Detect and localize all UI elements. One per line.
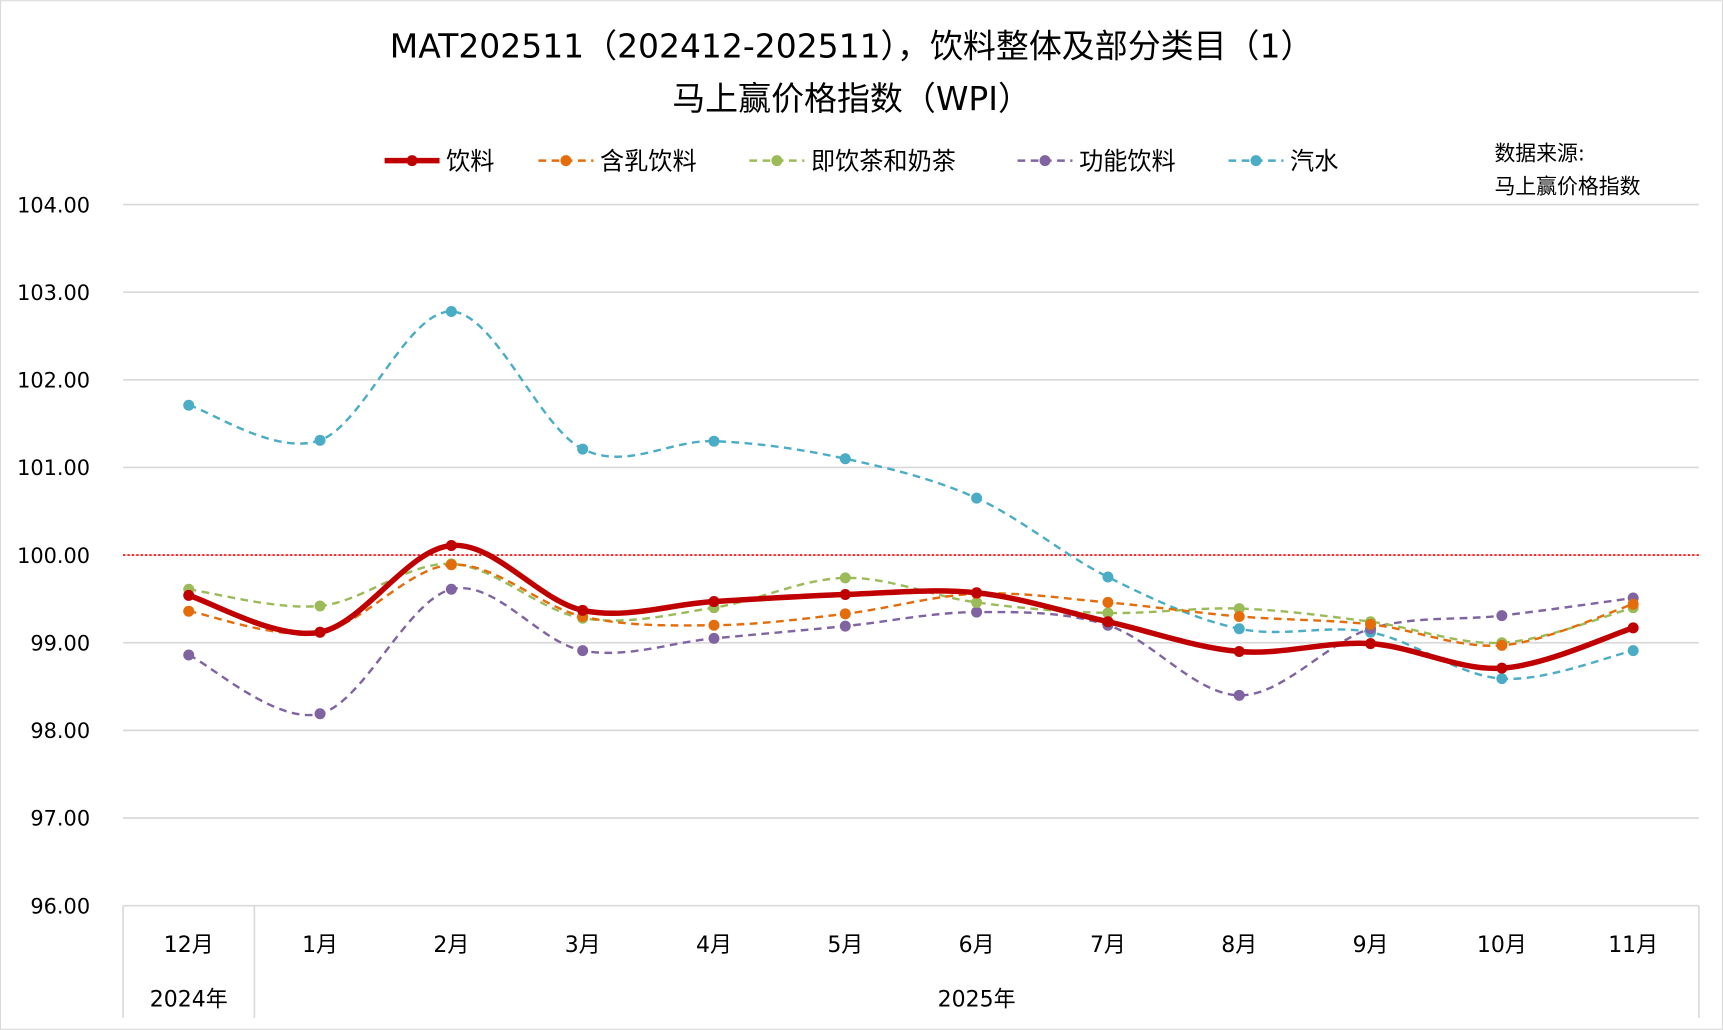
x-tick-label: 2月: [433, 933, 469, 958]
data-point: [183, 399, 195, 411]
x-tick-label: 9月: [1353, 933, 1389, 958]
x-tick-label: 4月: [696, 933, 732, 958]
y-tick-label: 104.00: [17, 193, 90, 217]
series-line: [187, 542, 1634, 672]
source-note-line2: 马上赢价格指数: [1494, 175, 1640, 199]
y-tick-label: 99.00: [30, 631, 90, 655]
legend-marker: [1039, 155, 1051, 167]
legend-label: 饮料: [446, 147, 494, 175]
y-tick-label: 96.00: [30, 894, 90, 918]
data-point: [971, 587, 983, 599]
legend-item: 含乳饮料: [538, 147, 697, 175]
data-point: [445, 559, 457, 571]
y-tick-label: 100.00: [17, 544, 90, 568]
data-point: [1496, 639, 1508, 651]
legend-item: 饮料: [384, 147, 494, 175]
data-point: [971, 606, 983, 618]
legend-item: 即饮茶和奶茶: [749, 147, 956, 175]
data-point: [577, 604, 589, 616]
data-point: [1627, 622, 1639, 634]
legend-label: 即饮茶和奶茶: [811, 147, 956, 175]
data-point: [183, 589, 195, 601]
data-point: [314, 626, 326, 638]
x-tick-label: 7月: [1090, 933, 1126, 958]
data-point: [1496, 662, 1508, 674]
data-point: [1102, 571, 1114, 583]
source-note-line1: 数据来源:: [1494, 142, 1584, 166]
data-point: [971, 492, 983, 504]
series-line: [188, 562, 1634, 645]
data-point: [839, 608, 851, 620]
legend-label: 汽水: [1290, 147, 1338, 175]
data-point: [314, 708, 326, 720]
data-point: [971, 596, 983, 608]
x-tick-label: 6月: [959, 933, 995, 958]
data-point: [577, 443, 589, 455]
x-tick-label: 5月: [827, 933, 863, 958]
data-point: [445, 305, 457, 317]
data-point: [1233, 603, 1245, 615]
y-tick-label: 101.00: [17, 456, 90, 480]
data-point: [1496, 610, 1508, 622]
x-tick-label: 1月: [302, 933, 338, 958]
data-point: [314, 434, 326, 446]
legend-item: 汽水: [1228, 147, 1338, 175]
legend-marker: [406, 155, 418, 167]
x-tick-label: 10月: [1477, 933, 1527, 958]
data-point: [577, 645, 589, 657]
data-point: [1365, 618, 1377, 630]
y-tick-label: 103.00: [17, 281, 90, 305]
data-point: [1365, 638, 1377, 650]
legend-marker: [560, 155, 572, 167]
data-point: [1233, 646, 1245, 657]
legend-label: 含乳饮料: [600, 147, 697, 175]
data-point: [1233, 610, 1245, 622]
x-tick-label: 12月: [164, 933, 214, 958]
data-point: [445, 583, 457, 595]
data-point: [314, 600, 326, 612]
legend-marker: [771, 155, 783, 167]
chart-title-line2: 马上赢价格指数（WPI）: [672, 79, 1031, 118]
x-tick-label: 3月: [565, 933, 601, 958]
data-point: [445, 539, 457, 551]
data-point: [1102, 607, 1114, 619]
legend-marker: [1250, 155, 1262, 167]
series-line: [188, 563, 1634, 647]
data-point: [708, 632, 720, 644]
data-point: [1102, 616, 1114, 628]
data-point: [1496, 673, 1508, 685]
data-point: [1233, 623, 1245, 635]
data-point: [183, 649, 195, 661]
y-tick-label: 98.00: [30, 719, 90, 743]
data-point: [1233, 689, 1245, 701]
data-point: [1627, 645, 1639, 657]
data-point: [839, 589, 851, 601]
legend-label: 功能饮料: [1079, 147, 1176, 175]
year-group-label: 2025年: [938, 988, 1016, 1013]
x-tick-label: 11月: [1608, 933, 1658, 958]
data-point: [1102, 596, 1114, 608]
data-point: [183, 605, 195, 617]
data-point: [839, 620, 851, 632]
chart-title-line1: MAT202511（202412-202511），饮料整体及部分类目（1）: [390, 26, 1314, 65]
data-point: [839, 453, 851, 465]
y-tick-label: 97.00: [30, 807, 90, 831]
data-point: [839, 572, 851, 584]
data-point: [708, 619, 720, 631]
series-0: [183, 539, 1639, 674]
x-tick-label: 8月: [1221, 933, 1257, 958]
year-group-label: 2024年: [150, 988, 228, 1013]
y-tick-label: 102.00: [17, 369, 90, 393]
series-line: [188, 310, 1634, 681]
legend-item: 功能饮料: [1017, 147, 1176, 175]
data-point: [708, 435, 720, 447]
data-point: [708, 596, 720, 608]
data-point: [1627, 598, 1639, 610]
